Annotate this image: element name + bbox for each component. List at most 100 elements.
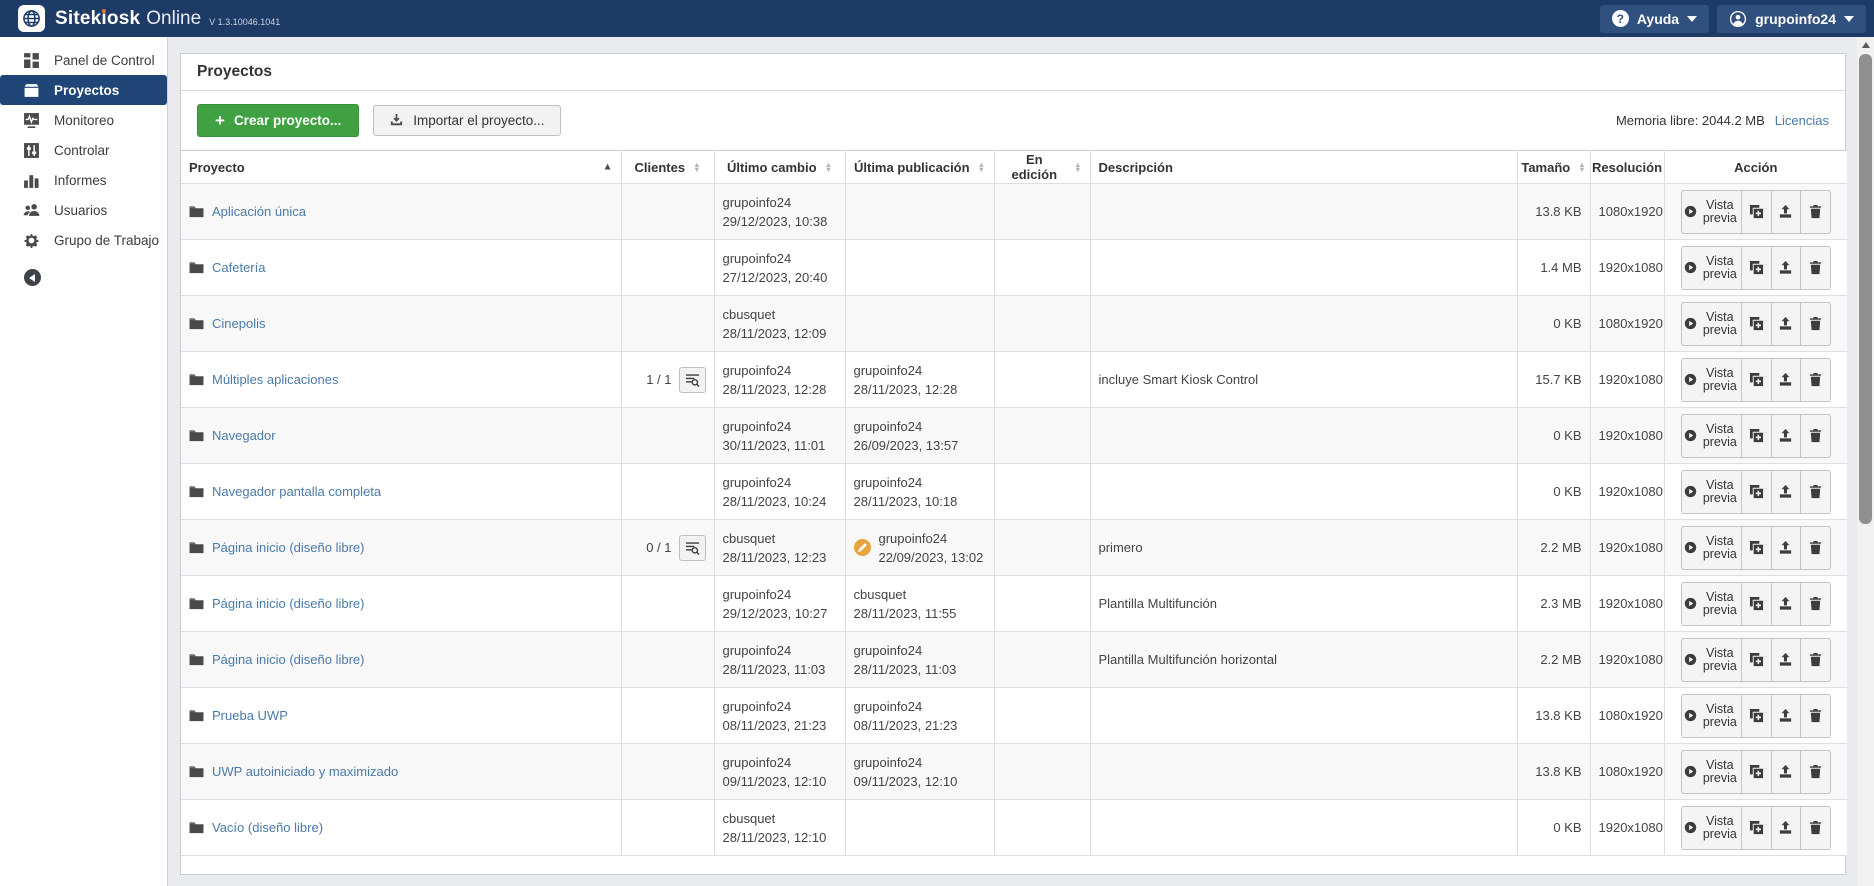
duplicate-button[interactable] [1740, 582, 1771, 625]
preview-button[interactable]: Vista previa [1682, 639, 1741, 681]
main-content: Proyectos + Crear proyecto... Importar e… [168, 37, 1874, 886]
scrollbar-up-arrow[interactable] [1857, 37, 1874, 53]
project-link[interactable]: Navegador pantalla completa [212, 484, 382, 499]
column-header-proyecto[interactable]: ▲ Proyecto [181, 150, 622, 184]
project-link[interactable]: Aplicación única [212, 204, 306, 219]
project-link[interactable]: Múltiples aplicaciones [212, 372, 339, 387]
preview-button[interactable]: Vista previa [1682, 247, 1741, 289]
publish-button[interactable] [1770, 806, 1801, 849]
column-header-ultimo-cambio[interactable]: Último cambio ▲ ▼ [714, 150, 846, 184]
duplicate-button[interactable] [1740, 358, 1771, 401]
sidebar-collapse-button[interactable] [24, 269, 41, 286]
project-link[interactable]: Cafetería [212, 260, 266, 275]
delete-button[interactable] [1800, 190, 1830, 233]
licenses-link[interactable]: Licencias [1774, 113, 1829, 128]
client-list-button[interactable] [678, 534, 706, 561]
delete-button[interactable] [1800, 470, 1830, 513]
column-header-ultima-publicacion[interactable]: Última publicación ▲ ▼ [845, 150, 995, 184]
sidebar-item-informes[interactable]: Informes [0, 165, 167, 195]
preview-button[interactable]: Vista previa [1682, 359, 1741, 401]
clients-cell: 0 / 1 [621, 519, 715, 576]
column-header-clientes[interactable]: Clientes ▲ ▼ [621, 150, 715, 184]
user-menu-button[interactable]: grupoinfo24 [1717, 4, 1866, 33]
preview-button[interactable]: Vista previa [1682, 583, 1741, 625]
preview-button[interactable]: Vista previa [1682, 471, 1741, 513]
preview-button[interactable]: Vista previa [1682, 527, 1741, 569]
sidebar-item-controlar[interactable]: Controlar [0, 135, 167, 165]
sidebar-item-proyectos[interactable]: Proyectos [0, 75, 167, 105]
duplicate-button[interactable] [1740, 526, 1771, 569]
publish-button[interactable] [1770, 582, 1801, 625]
client-list-button[interactable] [678, 366, 706, 393]
preview-button[interactable]: Vista previa [1682, 191, 1741, 233]
duplicate-button[interactable] [1740, 806, 1771, 849]
duplicate-button[interactable] [1740, 246, 1771, 289]
last-change-cell: grupoinfo24 08/11/2023, 21:23 [714, 687, 846, 744]
delete-button[interactable] [1800, 750, 1830, 793]
delete-button[interactable] [1800, 582, 1830, 625]
publish-icon [1778, 820, 1793, 835]
project-link[interactable]: Página inicio (diseño libre) [212, 540, 365, 555]
project-link[interactable]: UWP autoiniciado y maximizado [212, 764, 399, 779]
duplicate-button[interactable] [1740, 190, 1771, 233]
trash-icon [1808, 316, 1823, 331]
preview-button[interactable]: Vista previa [1682, 751, 1741, 793]
delete-button[interactable] [1800, 302, 1830, 345]
publish-button[interactable] [1770, 358, 1801, 401]
import-icon [389, 113, 404, 128]
publish-button[interactable] [1770, 694, 1801, 737]
duplicate-button[interactable] [1740, 414, 1771, 457]
help-button[interactable]: ? Ayuda [1599, 4, 1710, 33]
import-project-button[interactable]: Importar el proyecto... [373, 105, 561, 136]
last-publication-cell: grupoinfo24 08/11/2023, 21:23 [845, 687, 995, 744]
publish-button[interactable] [1770, 638, 1801, 681]
project-link[interactable]: Navegador [212, 428, 276, 443]
delete-button[interactable] [1800, 414, 1830, 457]
delete-button[interactable] [1800, 526, 1830, 569]
trash-icon [1808, 764, 1823, 779]
sidebar-item-grupo-de-trabajo[interactable]: Grupo de Trabajo [0, 225, 167, 255]
project-link[interactable]: Prueba UWP [212, 708, 288, 723]
sort-icon: ▲ ▼ [1578, 160, 1586, 174]
publish-button[interactable] [1770, 470, 1801, 513]
duplicate-button[interactable] [1740, 694, 1771, 737]
sidebar-item-panel-de-control[interactable]: Panel de Control [0, 45, 167, 75]
publish-button[interactable] [1770, 526, 1801, 569]
vertical-scrollbar[interactable] [1857, 37, 1874, 886]
duplicate-button[interactable] [1740, 470, 1771, 513]
toolbar: + Crear proyecto... Importar el proyecto… [181, 91, 1845, 150]
publish-icon [1778, 652, 1793, 667]
publish-button[interactable] [1770, 750, 1801, 793]
delete-button[interactable] [1800, 638, 1830, 681]
column-header-en-edicion[interactable]: En edición ▲ ▼ [994, 150, 1091, 184]
project-link[interactable]: Página inicio (diseño libre) [212, 652, 365, 667]
editing-cell [994, 295, 1091, 352]
delete-button[interactable] [1800, 358, 1830, 401]
publish-button[interactable] [1770, 414, 1801, 457]
last-change-cell: grupoinfo24 29/12/2023, 10:27 [714, 575, 846, 632]
delete-button[interactable] [1800, 694, 1830, 737]
duplicate-button[interactable] [1740, 638, 1771, 681]
scrollbar-thumb[interactable] [1859, 54, 1872, 524]
project-cell: Aplicación única [181, 183, 622, 240]
preview-button[interactable]: Vista previa [1682, 415, 1741, 457]
project-link[interactable]: Vacío (diseño libre) [212, 820, 324, 835]
publish-button[interactable] [1770, 302, 1801, 345]
project-link[interactable]: Cinepolis [212, 316, 266, 331]
last-change-user: grupoinfo24 [722, 586, 792, 602]
preview-button[interactable]: Vista previa [1682, 695, 1741, 737]
column-header-tamano[interactable]: Tamaño ▲ ▼ [1517, 150, 1591, 184]
create-project-button[interactable]: + Crear proyecto... [197, 104, 360, 137]
sidebar-item-monitoreo[interactable]: Monitoreo [0, 105, 167, 135]
duplicate-button[interactable] [1740, 750, 1771, 793]
sidebar-item-usuarios[interactable]: Usuarios [0, 195, 167, 225]
duplicate-button[interactable] [1740, 302, 1771, 345]
project-link[interactable]: Página inicio (diseño libre) [212, 596, 365, 611]
preview-button[interactable]: Vista previa [1682, 807, 1741, 849]
column-label: Descripción [1098, 159, 1173, 175]
publish-button[interactable] [1770, 246, 1801, 289]
preview-button[interactable]: Vista previa [1682, 303, 1741, 345]
delete-button[interactable] [1800, 246, 1830, 289]
publish-button[interactable] [1770, 190, 1801, 233]
delete-button[interactable] [1800, 806, 1830, 849]
